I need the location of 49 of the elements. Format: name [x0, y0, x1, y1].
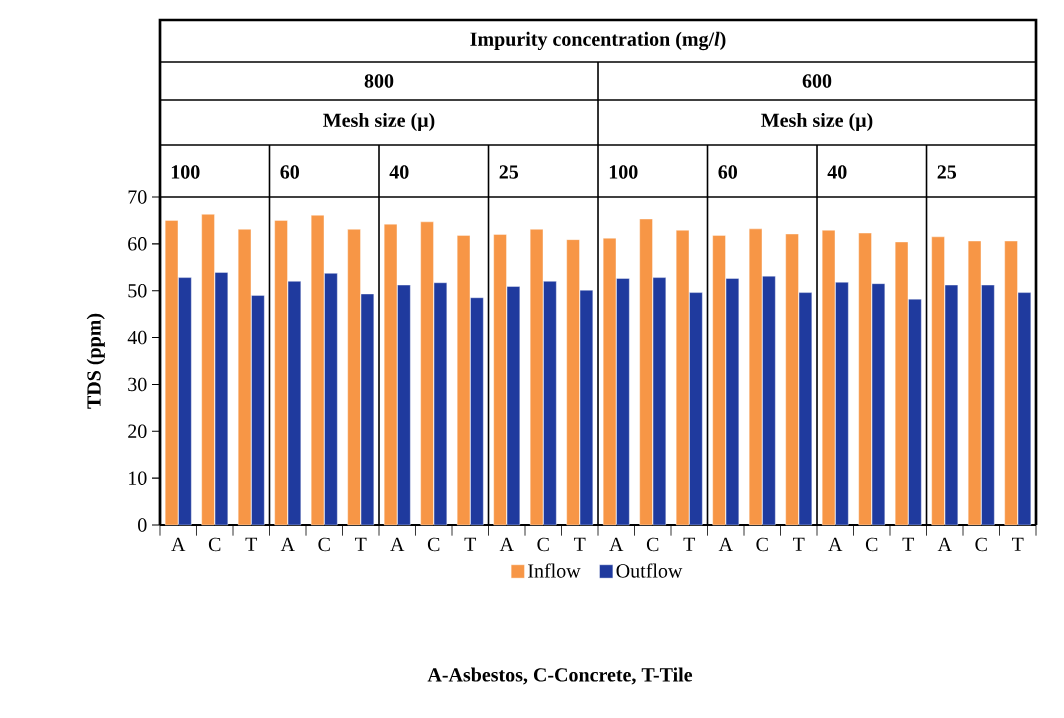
text: Impurity concentration (mg/l) — [470, 31, 726, 51]
x-tick-label: A — [828, 537, 843, 551]
x-tick-label: A — [280, 537, 295, 551]
x-tick-label: T — [464, 537, 477, 551]
y-tick-label: 10 — [129, 471, 147, 485]
x-tick-label: C — [208, 537, 221, 552]
text: 100 — [171, 165, 200, 179]
text: 60 — [280, 165, 300, 179]
y-tick-label: 60 — [128, 237, 147, 251]
text: 600 — [802, 74, 832, 88]
text: 60 — [718, 165, 738, 179]
x-tick-label: T — [245, 537, 258, 551]
text: 100 — [609, 165, 638, 179]
x-tick-label: C — [318, 537, 330, 552]
legend-label: Outflow — [616, 563, 683, 578]
y-tick-label: 70 — [128, 190, 147, 204]
x-tick-label: T — [1012, 537, 1024, 551]
x-tick-label: T — [793, 537, 805, 551]
text: 40 — [389, 165, 409, 179]
text: 25 — [937, 165, 957, 179]
x-tick-label: C — [537, 537, 549, 552]
x-tick-label: A — [718, 537, 733, 551]
x-tick-label: C — [865, 537, 878, 552]
x-tick-label: T — [683, 537, 696, 551]
text: 25 — [499, 165, 519, 179]
y-tick-label: 0 — [138, 518, 147, 532]
x-tick-label: T — [355, 537, 367, 551]
y-tick-label: 50 — [128, 283, 147, 298]
x-tick-label: A — [937, 537, 952, 551]
x-tick-label: C — [756, 537, 768, 552]
text: Mesh size (μ) — [323, 112, 435, 132]
text: Mesh size (μ) — [761, 112, 873, 132]
text: 800 — [364, 74, 394, 88]
x-tick-label: A — [171, 537, 186, 551]
x-tick-label: A — [609, 537, 624, 551]
y-tick-label: 20 — [128, 424, 147, 439]
x-tick-label: C — [427, 537, 440, 552]
y-axis-title: TDS (ppm) — [86, 313, 105, 409]
x-tick-label: T — [902, 537, 915, 551]
x-tick-label: C — [646, 537, 659, 552]
x-tick-label: A — [390, 537, 405, 551]
y-tick-label: 40 — [127, 330, 147, 345]
y-tick-label: 30 — [128, 377, 147, 392]
legend-label: Inflow — [528, 563, 581, 578]
text: A-Asbestos, C-Concrete, T-Tile — [427, 667, 693, 685]
text: 40 — [827, 165, 847, 179]
x-tick-label: A — [499, 537, 514, 551]
x-tick-label: C — [975, 537, 987, 552]
x-tick-label: T — [574, 537, 586, 551]
